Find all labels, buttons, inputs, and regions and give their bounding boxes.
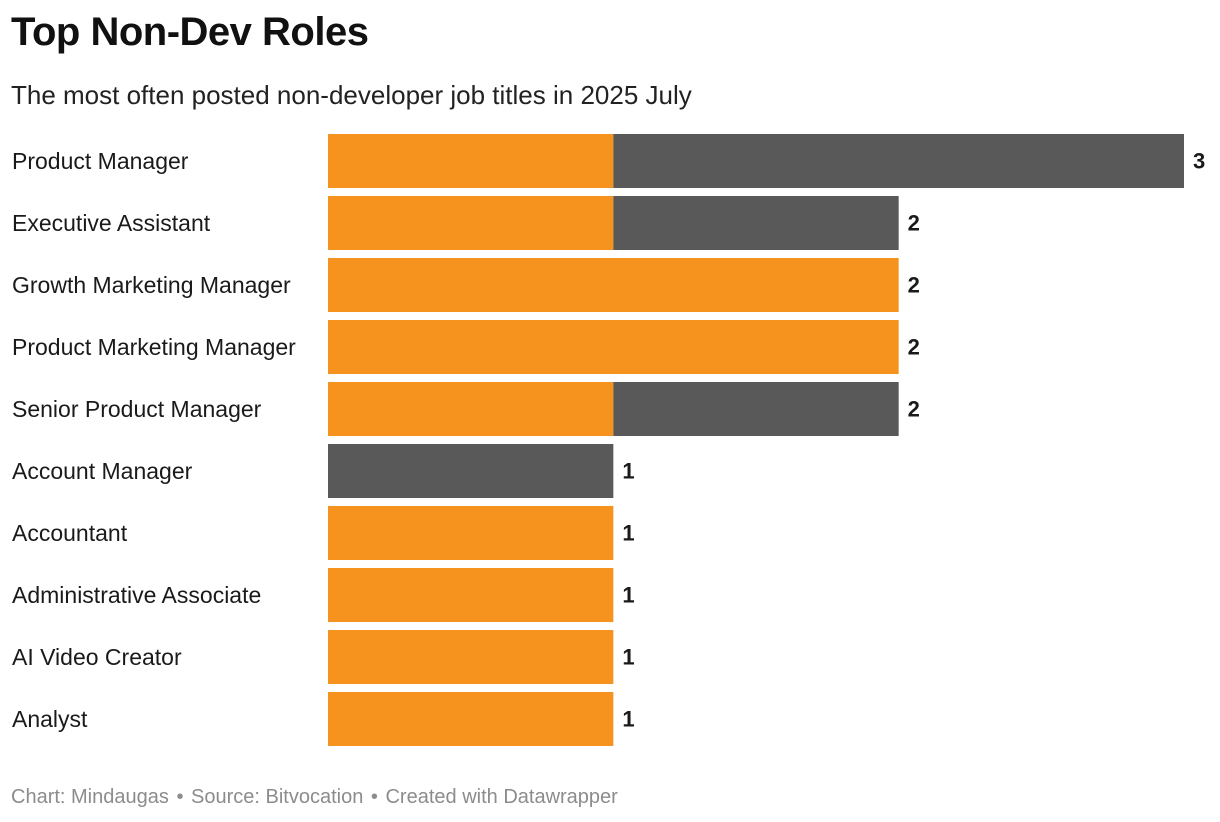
chart-footer: Chart: Mindaugas • Source: Bitvocation •… [11,786,618,809]
bar-segment-orange [328,134,614,188]
value-label: 2 [908,211,920,236]
bar-row: Growth Marketing Manager 2 [12,258,920,312]
category-label: AI Video Creator [12,644,182,670]
bar-segment-gray [613,196,899,250]
bar-segment-gray [613,134,1184,188]
bar-segment-orange [328,258,899,312]
category-label: Account Manager [12,458,193,484]
category-label: Accountant [12,520,128,546]
category-label: Executive Assistant [12,210,211,236]
bar-segment-orange [328,630,614,684]
bar-segment-gray [613,382,899,436]
chart-source: Source: Bitvocation [191,786,364,808]
value-label: 1 [622,583,634,608]
bar-row: Account Manager 1 [12,444,635,498]
category-label: Analyst [12,706,88,732]
value-label: 1 [622,459,634,484]
bar-segment-orange [328,320,899,374]
bar-row: Senior Product Manager 2 [12,382,920,436]
bar-segment-orange [328,568,614,622]
category-label: Product Manager [12,148,189,174]
value-label: 3 [1193,149,1205,174]
value-label: 1 [622,521,634,546]
bar-row: Administrative Associate 1 [12,568,635,622]
value-label: 2 [908,273,920,298]
bar-segment-orange [328,382,614,436]
bar-row: Accountant 1 [12,506,635,560]
bar-row: Product Marketing Manager 2 [12,320,920,374]
chart-credit: Chart: Mindaugas [11,786,169,808]
bar-row: Product Manager 3 [12,134,1205,188]
value-label: 2 [908,335,920,360]
footer-separator-2: • [370,786,378,808]
bar-segment-orange [328,506,614,560]
bar-segment-orange [328,196,614,250]
footer-separator-1: • [176,786,184,808]
value-label: 2 [908,397,920,422]
bar-row: Executive Assistant 2 [12,196,920,250]
category-label: Product Marketing Manager [12,334,296,360]
category-label: Senior Product Manager [12,396,262,422]
created-with: Created with Datawrapper [385,786,618,808]
bar-segment-gray [328,444,614,498]
bar-segment-orange [328,692,614,746]
bar-row: Analyst 1 [12,692,635,746]
chart-title: Top Non-Dev Roles [11,10,369,54]
category-label: Administrative Associate [12,582,261,608]
chart-subtitle: The most often posted non-developer job … [11,80,692,110]
bar-row: AI Video Creator 1 [12,630,635,684]
value-label: 1 [622,645,634,670]
category-label: Growth Marketing Manager [12,272,291,298]
value-label: 1 [622,707,634,732]
